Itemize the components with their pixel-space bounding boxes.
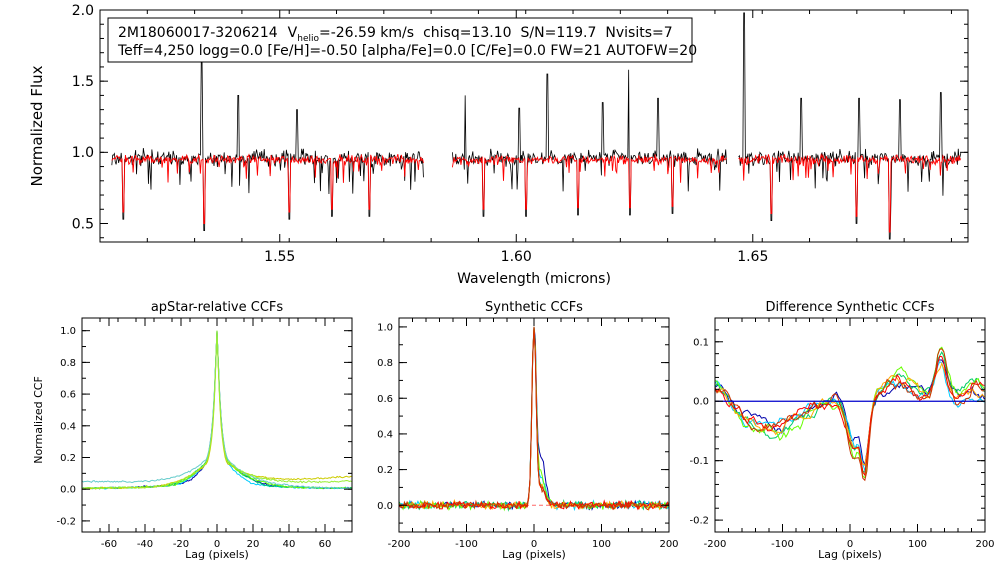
spectrum-plot-area bbox=[111, 12, 962, 240]
x-tick-label: 40 bbox=[283, 539, 296, 550]
spectrum-x-axis-label: Wavelength (microns) bbox=[457, 271, 611, 287]
y-tick-label: 1.0 bbox=[72, 145, 94, 161]
synthetic-ccf-visit7 bbox=[399, 326, 669, 511]
x-tick-label: 200 bbox=[975, 539, 994, 550]
spectrum-info-line-2: Teff=4,250 logg=0.0 [Fe/H]=-0.50 [alpha/… bbox=[117, 43, 697, 59]
synthetic-ccf-title: Synthetic CCFs bbox=[485, 300, 583, 315]
y-tick-label: 2.0 bbox=[72, 3, 94, 19]
y-tick-label: 1.0 bbox=[60, 326, 76, 337]
x-tick-label: -100 bbox=[771, 539, 794, 550]
apstar-ccf-x-axis-label: Lag (pixels) bbox=[185, 548, 249, 561]
spectrum-axes-frame bbox=[99, 9, 969, 243]
y-tick-label: 0.8 bbox=[377, 358, 393, 369]
y-tick-label: 0.4 bbox=[60, 421, 76, 432]
apstar-ccf-plot-area bbox=[82, 330, 352, 490]
x-tick-label: -100 bbox=[455, 539, 478, 550]
y-tick-label: 0.2 bbox=[377, 465, 393, 476]
difference-ccf-visit7 bbox=[715, 348, 985, 482]
x-tick-label: 1.60 bbox=[501, 249, 532, 265]
y-tick-label: 1.0 bbox=[377, 322, 393, 333]
synthetic-ccf-ticks: -200 -100 0 100 200 0.0 0.2 0.4 0.6 0.8 1.0 bbox=[377, 318, 679, 550]
y-tick-label: 0.2 bbox=[60, 453, 76, 464]
spectrum-model-chip-1 bbox=[111, 153, 424, 224]
spectrum-info-line-1: 2M18060017-3206214 Vhelio=-26.59 km/s chis… bbox=[118, 25, 673, 44]
apstar-ccf-y-axis-label: Normalized CCF bbox=[32, 376, 45, 464]
x-tick-label: -60 bbox=[101, 539, 117, 550]
y-tick-label: -0.2 bbox=[689, 516, 709, 527]
x-tick-label: 100 bbox=[592, 539, 611, 550]
y-tick-label: 0.4 bbox=[377, 429, 393, 440]
y-tick-label: 0.5 bbox=[72, 216, 94, 232]
difference-ccf-panel: Difference Synthetic CCFs -200 -100 0 100 20… bbox=[689, 300, 994, 561]
difference-ccf-ticks: -200 -100 0 100 200 -0.2 -0.1 0.0 0.1 bbox=[689, 317, 995, 550]
x-tick-label: 60 bbox=[319, 539, 332, 550]
y-tick-label: 0.0 bbox=[60, 485, 76, 496]
y-tick-label: -0.2 bbox=[56, 516, 76, 527]
y-tick-label: 1.5 bbox=[72, 74, 94, 90]
y-tick-label: 0.6 bbox=[60, 390, 76, 401]
x-tick-label: -40 bbox=[137, 539, 153, 550]
x-tick-label: -200 bbox=[704, 539, 727, 550]
spectrum-info-box bbox=[107, 17, 693, 63]
x-tick-label: 0 bbox=[214, 539, 220, 550]
vhelio-value: =-26.59 km/s bbox=[319, 25, 414, 41]
y-tick-label: 0.0 bbox=[693, 397, 709, 408]
difference-ccf-visit5 bbox=[715, 361, 985, 466]
x-tick-label: -20 bbox=[173, 539, 189, 550]
x-tick-label: 1.55 bbox=[264, 249, 295, 265]
vhelio-label: V bbox=[288, 25, 298, 41]
x-tick-label: 0 bbox=[531, 539, 537, 550]
sn-value: S/N=119.7 bbox=[521, 25, 597, 41]
synthetic-ccf-panel: Synthetic CCFs -200 -100 0 100 200 0.0 0.2 0.4 0… bbox=[377, 300, 678, 561]
y-tick-label: -0.1 bbox=[689, 456, 709, 467]
x-tick-label: 1.65 bbox=[737, 249, 768, 265]
y-tick-label: 0.1 bbox=[693, 337, 709, 348]
x-tick-label: 0 bbox=[847, 539, 853, 550]
apstar-ccf-ticks: -60 -40 -20 0 20 40 60 -0.2 0.0 0.2 0.4 0.6 0.8 1.0 bbox=[56, 318, 353, 550]
spectrum-y-axis-label: Normalized Flux bbox=[28, 65, 46, 186]
x-tick-label: 200 bbox=[659, 539, 678, 550]
y-tick-label: 0.6 bbox=[377, 394, 393, 405]
difference-ccf-visit2 bbox=[715, 360, 985, 471]
star-id: 2M18060017-3206214 bbox=[118, 25, 278, 41]
x-tick-label: 100 bbox=[908, 539, 927, 550]
apstar-ccf-visit7 bbox=[82, 330, 352, 490]
spectrum-model-chip-2 bbox=[451, 154, 727, 210]
x-tick-label: 20 bbox=[247, 539, 260, 550]
spectrum-observed-chip-2 bbox=[452, 69, 727, 217]
y-tick-label: 0.0 bbox=[377, 501, 393, 512]
x-tick-label: -200 bbox=[388, 539, 411, 550]
spectrum-ticks: 1.55 1.60 1.65 0.5 1.0 1.5 2.0 bbox=[72, 3, 968, 265]
chisq-value: chisq=13.10 bbox=[423, 25, 511, 41]
difference-ccf-title: Difference Synthetic CCFs bbox=[765, 300, 934, 315]
spectrum-panel: 1.55 1.60 1.65 0.5 1.0 1.5 2.0 2M18060017-3206… bbox=[28, 3, 969, 287]
spectrum-model-chip-3 bbox=[738, 152, 962, 233]
vhelio-subscript: helio bbox=[297, 34, 319, 44]
difference-ccf-plot-area bbox=[715, 346, 985, 482]
difference-ccf-x-axis-label: Lag (pixels) bbox=[818, 548, 882, 561]
apstar-ccf-panel: apStar-relative CCFs -60 -40 -20 0 20 40 60 -0.… bbox=[32, 300, 353, 561]
apstar-ccf-title: apStar-relative CCFs bbox=[151, 300, 284, 315]
difference-ccf-visit6 bbox=[715, 355, 985, 477]
y-tick-label: 0.8 bbox=[60, 358, 76, 369]
synthetic-ccf-plot-area bbox=[399, 326, 669, 512]
nvisits-value: Nvisits=7 bbox=[605, 25, 672, 41]
synthetic-ccf-x-axis-label: Lag (pixels) bbox=[502, 548, 566, 561]
